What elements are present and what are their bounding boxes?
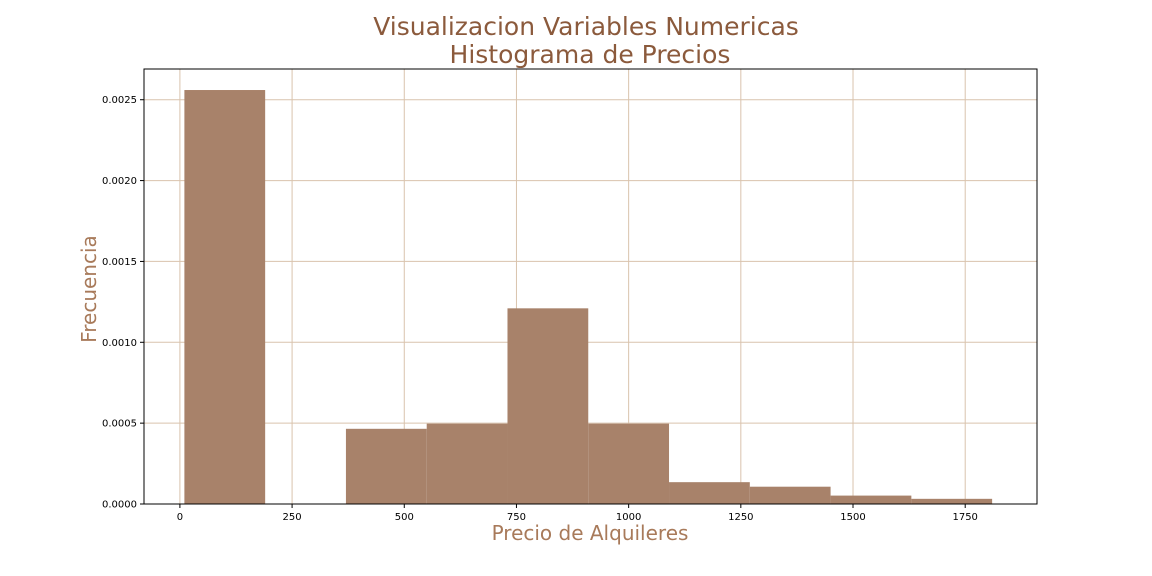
y-axis-ticks: 0.0000 0.0005 0.0010 0.0015 0.0020 0.0025	[102, 95, 144, 511]
histogram-bar-9	[911, 498, 993, 504]
histogram-bar-5	[588, 423, 670, 504]
x-tick-label-3: 750	[507, 512, 526, 523]
histogram-bar-2	[345, 428, 427, 504]
x-tick-label-2: 500	[395, 512, 414, 523]
y-tick-label-2: 0.0010	[102, 338, 137, 349]
y-tick-label-1: 0.0005	[102, 419, 137, 430]
histogram-bars	[184, 90, 993, 504]
x-axis-label: Precio de Alquileres	[492, 521, 689, 545]
x-tick-label-1: 250	[283, 512, 302, 523]
plot-frame	[143, 68, 1038, 505]
y-tick-label-3: 0.0015	[102, 257, 137, 268]
x-axis-ticks: 0 250 500 750 1000 1250 1500 1750	[177, 504, 978, 523]
x-tick-label-0: 0	[177, 512, 183, 523]
histogram-bar-3	[426, 423, 508, 504]
y-tick-label-5: 0.0025	[102, 95, 137, 106]
histogram-bar-8	[830, 495, 912, 504]
histogram-bar-4	[507, 308, 589, 504]
y-tick-label-4: 0.0020	[102, 176, 137, 187]
histogram-bar-7	[749, 486, 831, 504]
y-tick-label-0: 0.0000	[102, 500, 137, 511]
x-tick-label-7: 1750	[952, 512, 977, 523]
grid-lines	[144, 69, 1037, 505]
x-tick-label-4: 1000	[616, 512, 641, 523]
histogram-bar-0	[184, 90, 266, 504]
x-tick-label-5: 1250	[728, 512, 753, 523]
chart-subtitle: Histograma de Precios	[450, 40, 731, 69]
chart-title: Visualizacion Variables Numericas	[373, 12, 799, 41]
histogram-bar-6	[669, 482, 750, 504]
x-tick-label-6: 1500	[840, 512, 865, 523]
y-axis-label: Frecuencia	[77, 235, 101, 343]
